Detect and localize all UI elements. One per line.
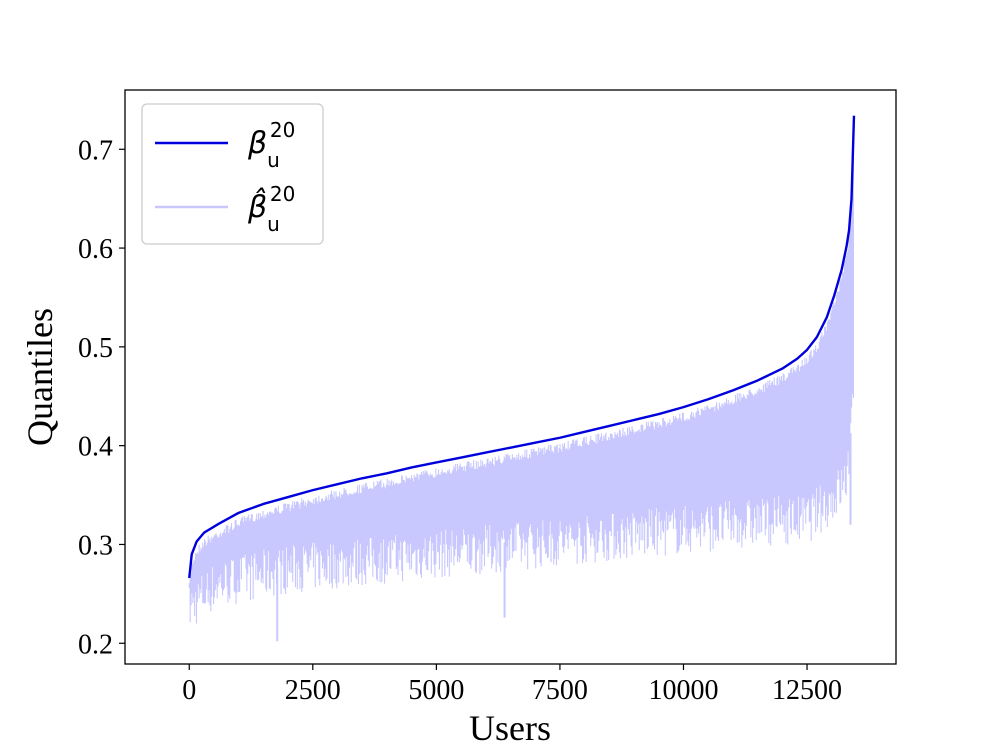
y-tick-label-3: 0.5 xyxy=(78,333,113,364)
legend-label-beta: βu20 xyxy=(247,118,295,172)
legend-box xyxy=(141,103,324,245)
y-axis-label: Quantiles xyxy=(20,308,60,446)
estimate-band-strokes xyxy=(188,147,854,624)
y-tick-label-1: 0.3 xyxy=(78,530,113,561)
legend: βu20 β̂u20 xyxy=(141,103,324,245)
estimate-band xyxy=(188,147,854,642)
y-axis: 0.2 0.3 0.4 0.5 0.6 0.7 xyxy=(78,135,125,660)
x-tick-label-1: 2500 xyxy=(285,675,341,706)
beta-line-layer xyxy=(188,115,856,579)
x-tick-label-3: 7500 xyxy=(532,675,588,706)
y-tick-label-5: 0.7 xyxy=(78,135,113,166)
beta-line xyxy=(188,115,856,579)
x-tick-label-0: 0 xyxy=(182,675,196,706)
legend-label-beta-hat: β̂u20 xyxy=(247,182,295,236)
x-tick-label-4: 10000 xyxy=(648,675,718,706)
x-axis-label: Users xyxy=(469,708,551,747)
y-tick-label-4: 0.6 xyxy=(78,234,113,265)
x-tick-label-2: 5000 xyxy=(408,675,464,706)
y-tick-label-2: 0.4 xyxy=(78,432,113,463)
x-tick-label-5: 12500 xyxy=(772,675,842,706)
y-tick-label-0: 0.2 xyxy=(78,629,113,660)
plot-frame xyxy=(124,89,897,665)
x-axis: 0 2500 5000 7500 10000 12500 xyxy=(182,664,842,706)
